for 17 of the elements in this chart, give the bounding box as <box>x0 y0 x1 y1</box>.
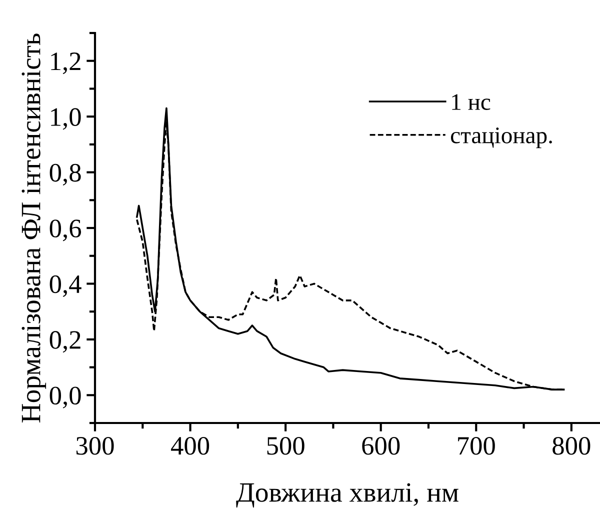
y-axis-title: Нормалізована ФЛ інтенсивність <box>22 34 46 422</box>
legend-label: 1 нс <box>452 94 490 110</box>
y-tick-label: 0,2 <box>50 331 80 353</box>
x-tick-label: 800 <box>552 436 590 455</box>
x-tick-label: 400 <box>171 436 210 455</box>
y-tick-label: 0,6 <box>50 220 82 242</box>
x-axis-title: Довжина хвилі, нм <box>236 483 458 508</box>
x-tick-label: 600 <box>362 436 400 455</box>
y-tick-label: 0,4 <box>50 275 82 297</box>
y-tick-label: 0,8 <box>50 164 81 186</box>
x-tick-label: 300 <box>76 436 114 455</box>
legend-label: стаціонар. <box>451 128 552 148</box>
y-tick-label: 1,2 <box>51 52 80 74</box>
x-tick-label: 700 <box>458 436 495 455</box>
x-tick-label: 500 <box>267 436 304 455</box>
y-tick-label: 1,0 <box>51 108 81 130</box>
y-tick-label: 0,0 <box>50 386 81 408</box>
